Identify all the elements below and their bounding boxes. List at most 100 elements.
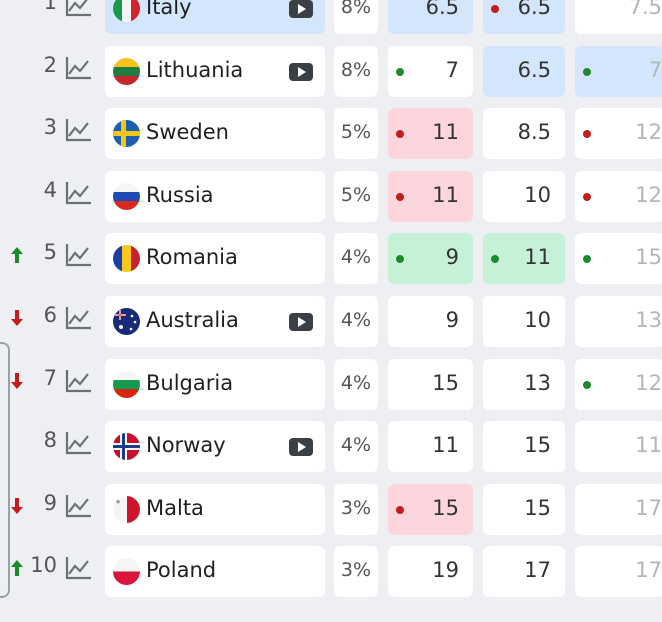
odds-cell[interactable]: 17 xyxy=(483,546,565,598)
line-chart-icon[interactable] xyxy=(64,54,94,82)
red-dot-icon xyxy=(583,192,591,201)
odds-cell[interactable]: 15 xyxy=(483,421,565,473)
arrow-down-icon xyxy=(9,371,25,391)
odds-value: 9 xyxy=(445,308,459,332)
rank-number: 7 xyxy=(43,365,57,390)
odds-cell[interactable]: 6.5 xyxy=(388,0,473,34)
odds-value: 15 xyxy=(432,370,459,395)
odds-cell[interactable]: 11 xyxy=(483,233,565,285)
odds-cell[interactable]: 7 xyxy=(388,45,473,97)
odds-cell[interactable]: 7 xyxy=(575,45,662,97)
odds-value: 7 xyxy=(648,57,662,82)
red-dot-icon xyxy=(583,130,591,139)
table-row[interactable]: 7 Bulgaria 4% 15 13 12 xyxy=(0,354,662,410)
scrollbar[interactable] xyxy=(0,342,10,598)
odds-cell[interactable]: 15 xyxy=(388,358,473,410)
odds-value: 9 xyxy=(445,245,459,270)
country-cell[interactable]: Italy xyxy=(105,0,325,34)
country-cell[interactable]: Lithuania xyxy=(105,45,325,97)
country-cell[interactable]: Malta xyxy=(105,483,325,535)
odds-value: 12 xyxy=(635,120,662,145)
table-row[interactable]: 4 Russia 5% 11 10 12 xyxy=(0,166,662,222)
odds-cell[interactable]: 11 xyxy=(575,421,662,473)
percent-cell: 4% xyxy=(334,421,378,473)
odds-value: 11 xyxy=(432,182,459,207)
video-play-icon[interactable] xyxy=(289,0,313,18)
odds-cell[interactable]: 17 xyxy=(575,546,662,598)
odds-value: 6.5 xyxy=(517,0,551,19)
line-chart-icon[interactable] xyxy=(64,429,94,457)
odds-cell[interactable]: 6.5 xyxy=(483,45,565,97)
odds-cell[interactable]: 12 xyxy=(575,358,662,410)
odds-cell[interactable]: 9 xyxy=(388,233,473,285)
odds-cell[interactable]: 15 xyxy=(388,483,473,535)
country-cell[interactable]: Australia xyxy=(105,296,325,347)
russia-flag-icon xyxy=(113,182,140,210)
odds-cell[interactable]: 13 xyxy=(575,296,662,347)
odds-cell[interactable]: 7.5 xyxy=(575,0,662,34)
line-chart-icon[interactable] xyxy=(64,367,94,395)
table-row[interactable]: 1 Italy 8% 6.5 6.5 7.5 xyxy=(0,0,662,34)
odds-cell[interactable]: 15 xyxy=(575,233,662,285)
odds-cell[interactable]: 12 xyxy=(575,170,662,222)
line-chart-icon[interactable] xyxy=(64,241,94,269)
line-chart-icon[interactable] xyxy=(64,492,94,520)
line-chart-icon[interactable] xyxy=(64,116,94,144)
line-chart-icon[interactable] xyxy=(64,554,94,582)
country-cell[interactable]: Norway xyxy=(105,421,325,473)
odds-cell[interactable]: 13 xyxy=(483,358,565,410)
country-cell[interactable]: Bulgaria xyxy=(105,358,325,410)
table-row[interactable]: 9 Malta 3% 15 15 17 xyxy=(0,479,662,535)
poland-flag-icon xyxy=(113,558,140,586)
country-name: Norway xyxy=(146,433,226,458)
odds-value: 17 xyxy=(635,558,662,583)
odds-cell[interactable]: 11 xyxy=(388,170,473,222)
odds-cell[interactable]: 8.5 xyxy=(483,108,565,160)
odds-value: 13 xyxy=(635,308,662,332)
odds-value: 12 xyxy=(635,182,662,207)
odds-cell[interactable]: 10 xyxy=(483,170,565,222)
table-row[interactable]: 6 Australia 4% 9 10 13 xyxy=(0,291,662,347)
percent-value: 4% xyxy=(340,371,372,394)
video-play-icon[interactable] xyxy=(289,313,313,331)
country-name: Russia xyxy=(146,182,214,207)
odds-value: 19 xyxy=(432,558,459,583)
green-dot-icon xyxy=(583,67,591,76)
arrow-down-icon xyxy=(9,496,25,516)
odds-value: 15 xyxy=(432,495,459,520)
green-dot-icon xyxy=(396,255,404,264)
odds-cell[interactable]: 11 xyxy=(388,108,473,160)
odds-cell[interactable]: 17 xyxy=(575,483,662,535)
odds-cell[interactable]: 9 xyxy=(388,296,473,347)
line-chart-icon[interactable] xyxy=(64,0,94,19)
odds-cell[interactable]: 15 xyxy=(483,483,565,535)
odds-value: 15 xyxy=(524,495,551,520)
line-chart-icon[interactable] xyxy=(64,304,94,332)
video-play-icon[interactable] xyxy=(289,62,313,81)
video-play-icon[interactable] xyxy=(289,438,313,457)
table-row[interactable]: 10 Poland 3% 19 17 17 xyxy=(0,541,662,598)
odds-cell[interactable]: 19 xyxy=(388,546,473,598)
country-name: Bulgaria xyxy=(146,370,234,395)
country-cell[interactable]: Sweden xyxy=(105,108,325,160)
percent-value: 4% xyxy=(340,309,372,331)
odds-cell[interactable]: 6.5 xyxy=(483,0,565,34)
table-row[interactable]: 8 Norway 4% 11 15 11 xyxy=(0,416,662,473)
odds-value: 11 xyxy=(524,245,551,270)
odds-cell[interactable]: 12 xyxy=(575,108,662,160)
table-row[interactable]: 2 Lithuania 8% 7 6.5 7 xyxy=(0,41,662,97)
odds-value: 15 xyxy=(635,245,662,270)
odds-value: 15 xyxy=(524,433,551,458)
odds-cell[interactable]: 10 xyxy=(483,296,565,347)
country-cell[interactable]: Poland xyxy=(105,546,325,598)
table-row[interactable]: 5 Romania 4% 9 11 15 xyxy=(0,228,662,285)
odds-cell[interactable]: 11 xyxy=(388,421,473,473)
red-dot-icon xyxy=(396,130,404,139)
table-row[interactable]: 3 Sweden 5% 11 8.5 12 xyxy=(0,103,662,160)
country-cell[interactable]: Russia xyxy=(105,170,325,222)
percent-value: 3% xyxy=(340,559,372,582)
country-cell[interactable]: Romania xyxy=(105,233,325,285)
line-chart-icon[interactable] xyxy=(64,179,94,207)
green-dot-icon xyxy=(583,380,591,389)
